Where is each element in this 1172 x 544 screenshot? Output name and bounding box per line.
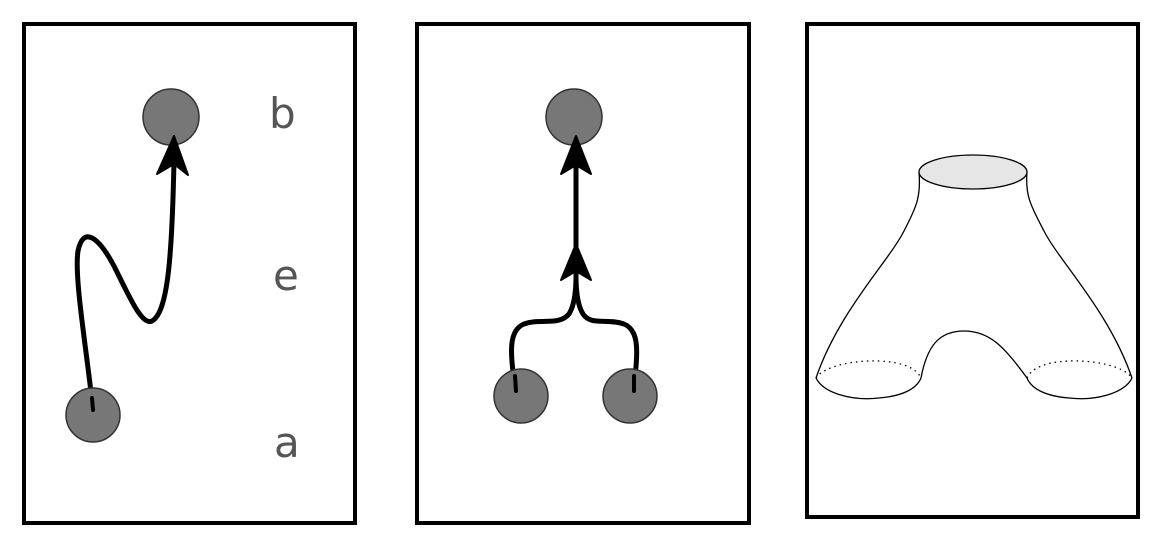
arrowhead-middle [560,243,592,281]
panel-single-path: b e a [22,22,357,525]
wavy-path [74,158,177,404]
left-cuff-front [815,377,922,400]
panel-merging-paths [415,22,751,525]
pants-surface-diagram [815,154,1133,400]
surface-outline [815,171,1133,379]
label-b: b [269,89,296,138]
path-start [90,396,95,412]
panel-pants-surface [805,22,1140,519]
node-left [493,368,549,424]
node-right [602,368,658,424]
left-branch-path [509,273,579,391]
label-e: e [273,251,299,300]
single-path-diagram [65,88,200,443]
left-branch-start [513,374,518,393]
right-cuff-back [1026,360,1133,379]
right-branch-path [573,273,640,391]
node-a [65,387,121,443]
right-cuff-front [1026,377,1133,400]
node-b [142,88,200,146]
label-a: a [274,418,300,467]
arrowhead [156,135,189,176]
merging-paths-diagram [493,88,658,424]
arrowhead-upper [560,135,592,175]
top-cap [918,154,1028,190]
node-top [545,88,603,146]
left-cuff-back [815,360,922,379]
